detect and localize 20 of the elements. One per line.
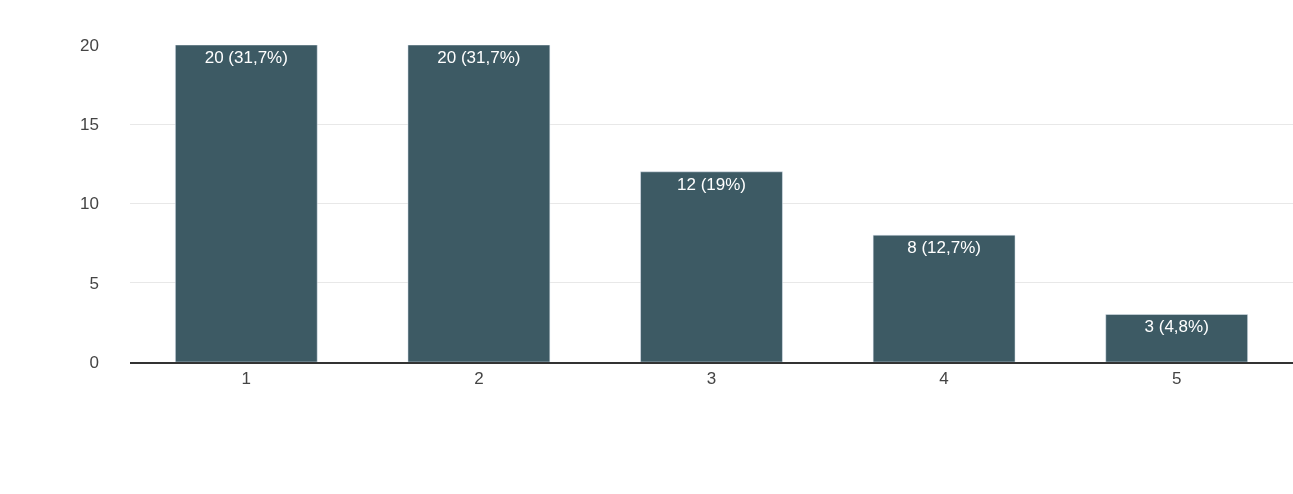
data-label: 3 (4,8%) [1144, 317, 1209, 337]
x-tick-label: 4 [939, 369, 949, 389]
x-tick-label: 1 [241, 369, 252, 389]
y-tick-label: 0 [89, 352, 99, 372]
bar [872, 234, 1016, 362]
data-label: 20 (31,7%) [437, 48, 521, 67]
bar [407, 45, 551, 362]
x-tick-label: 2 [474, 369, 484, 389]
data-label: 12 (19%) [677, 174, 746, 194]
bar [175, 45, 318, 362]
x-tick-label: 3 [706, 369, 717, 389]
bar [1105, 314, 1248, 362]
data-label: 20 (31,7%) [204, 48, 288, 67]
y-tick-label: 20 [80, 35, 99, 55]
data-label: 8 (12,7%) [907, 238, 981, 258]
y-tick-label: 5 [89, 273, 99, 293]
x-tick-label: 5 [1171, 369, 1182, 389]
y-tick-label: 10 [80, 194, 99, 214]
bar [640, 171, 783, 362]
y-tick-label: 15 [80, 115, 99, 135]
